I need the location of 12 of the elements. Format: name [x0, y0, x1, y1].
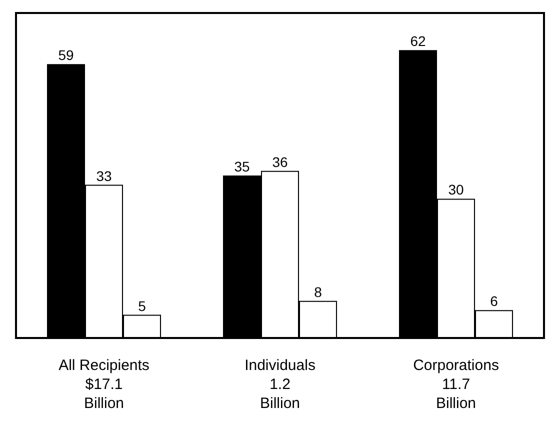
data-label: 5: [138, 298, 146, 314]
data-label: 62: [410, 33, 426, 50]
x-tick-label: Individuals 1.2 Billion: [244, 357, 316, 412]
data-label: 6: [490, 293, 498, 310]
data-label: 36: [272, 154, 288, 170]
data-label: 30: [448, 182, 464, 198]
x-tick-label: Corporations 11.7 Billion: [413, 357, 499, 412]
data-label: 35: [234, 158, 250, 174]
data-label: 59: [58, 47, 74, 64]
data-label: 8: [314, 284, 322, 300]
x-tick-label: All Recipients $17.1 Billion: [58, 357, 150, 412]
data-label: 33: [96, 168, 112, 184]
